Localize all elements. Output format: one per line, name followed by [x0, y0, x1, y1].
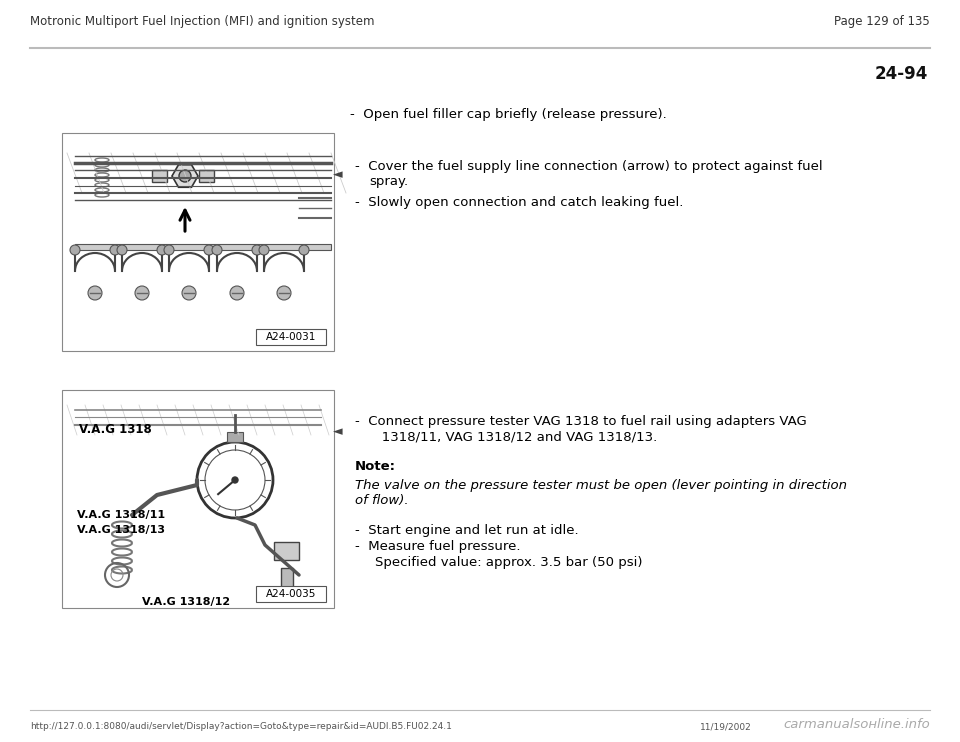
Text: Page 129 of 135: Page 129 of 135: [834, 15, 930, 28]
Text: ◄: ◄: [333, 168, 343, 182]
Text: ◄: ◄: [333, 425, 343, 439]
Text: -  Connect pressure tester VAG 1318 to fuel rail using adapters VAG: - Connect pressure tester VAG 1318 to fu…: [355, 415, 806, 428]
Text: -  Measure fuel pressure.: - Measure fuel pressure.: [355, 540, 520, 553]
Text: spray.: spray.: [369, 175, 408, 188]
Text: 11/19/2002: 11/19/2002: [700, 722, 752, 731]
Text: Motronic Multiport Fuel Injection (MFI) and ignition system: Motronic Multiport Fuel Injection (MFI) …: [30, 15, 374, 28]
Circle shape: [232, 477, 238, 483]
Text: -  Open fuel filler cap briefly (release pressure).: - Open fuel filler cap briefly (release …: [350, 108, 667, 121]
Text: V.A.G 1318/11: V.A.G 1318/11: [77, 510, 165, 520]
Bar: [62, 133, 334, 351]
Circle shape: [259, 245, 269, 255]
Circle shape: [230, 286, 244, 300]
Bar: [281, 568, 293, 590]
Text: A24-0031: A24-0031: [266, 332, 316, 342]
Circle shape: [252, 245, 262, 255]
Bar: [256, 329, 326, 345]
Circle shape: [70, 245, 80, 255]
Text: 24-94: 24-94: [875, 65, 928, 83]
Text: A24-0035: A24-0035: [266, 589, 316, 599]
Text: http://127.0.0.1:8080/audi/servlet/Display?action=Goto&type=repair&id=AUDI.B5.FU: http://127.0.0.1:8080/audi/servlet/Displ…: [30, 722, 452, 731]
Bar: [152, 170, 167, 182]
Circle shape: [204, 245, 214, 255]
Circle shape: [212, 245, 222, 255]
Circle shape: [299, 245, 309, 255]
Text: -  Cover the fuel supply line connection (arrow) to protect against fuel: - Cover the fuel supply line connection …: [355, 160, 823, 173]
Bar: [274, 542, 299, 560]
Circle shape: [117, 245, 127, 255]
Text: carmanualsонline.info: carmanualsонline.info: [783, 718, 930, 731]
Bar: [256, 586, 326, 602]
Text: Specified value: approx. 3.5 bar (50 psi): Specified value: approx. 3.5 bar (50 psi…: [375, 556, 642, 569]
Circle shape: [88, 286, 102, 300]
Circle shape: [164, 245, 174, 255]
Bar: [62, 390, 334, 608]
Text: V.A.G 1318: V.A.G 1318: [79, 423, 152, 436]
Text: 1318/11, VAG 1318/12 and VAG 1318/13.: 1318/11, VAG 1318/12 and VAG 1318/13.: [369, 430, 658, 443]
Text: Note:: Note:: [355, 460, 396, 473]
Text: of flow).: of flow).: [355, 494, 409, 507]
Circle shape: [157, 245, 167, 255]
Circle shape: [110, 245, 120, 255]
Bar: [227, 432, 243, 442]
Circle shape: [182, 286, 196, 300]
Polygon shape: [172, 165, 198, 187]
Text: V.A.G 1318/13: V.A.G 1318/13: [77, 525, 165, 535]
Bar: [75, 244, 331, 250]
Text: -  Slowly open connection and catch leaking fuel.: - Slowly open connection and catch leaki…: [355, 196, 684, 209]
Text: The valve on the pressure tester must be open (lever pointing in direction: The valve on the pressure tester must be…: [355, 479, 847, 492]
Bar: [199, 170, 214, 182]
Text: -  Start engine and let run at idle.: - Start engine and let run at idle.: [355, 524, 579, 537]
Circle shape: [179, 170, 191, 182]
Text: V.A.G 1318/12: V.A.G 1318/12: [142, 597, 230, 607]
Circle shape: [197, 442, 273, 518]
Circle shape: [135, 286, 149, 300]
Circle shape: [277, 286, 291, 300]
